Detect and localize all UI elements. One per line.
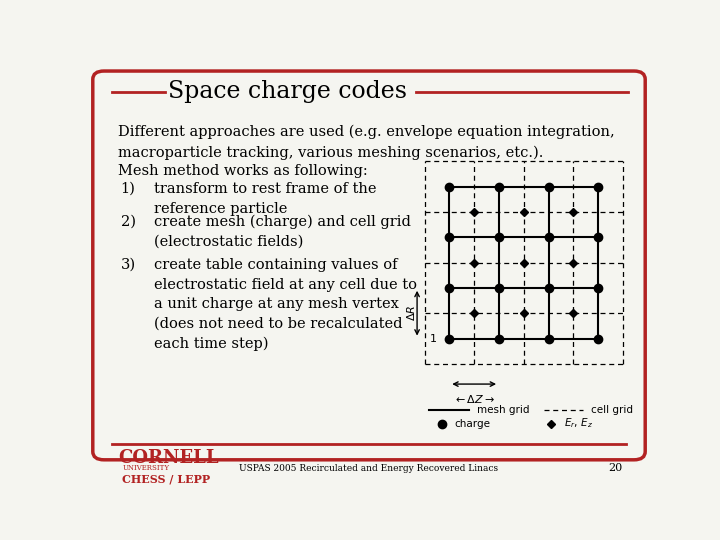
Text: $E_r,\, E_z$: $E_r,\, E_z$ [564, 417, 593, 430]
Text: $\leftarrow\Delta Z\rightarrow$: $\leftarrow\Delta Z\rightarrow$ [454, 393, 495, 405]
Text: Space charge codes: Space charge codes [168, 80, 407, 103]
Text: 1): 1) [121, 182, 135, 196]
FancyBboxPatch shape [93, 71, 645, 460]
Text: CHESS / LEPP: CHESS / LEPP [122, 473, 210, 484]
Text: create mesh (charge) and cell grid
(electrostatic fields): create mesh (charge) and cell grid (elec… [154, 214, 411, 248]
Text: cell grid: cell grid [591, 406, 633, 415]
Text: 1: 1 [430, 334, 437, 343]
Text: create table containing values of
electrostatic field at any cell due to
a unit : create table containing values of electr… [154, 258, 417, 351]
Text: USPAS 2005 Recirculated and Energy Recovered Linacs: USPAS 2005 Recirculated and Energy Recov… [240, 464, 498, 472]
Text: Different approaches are used (e.g. envelope equation integration,
macroparticle: Different approaches are used (e.g. enve… [118, 125, 615, 159]
Text: 2): 2) [121, 214, 135, 228]
Text: transform to rest frame of the
reference particle: transform to rest frame of the reference… [154, 182, 377, 215]
Text: UNIVERSITY: UNIVERSITY [122, 464, 169, 472]
Text: mesh grid: mesh grid [477, 406, 529, 415]
Text: $\Delta R$: $\Delta R$ [405, 305, 417, 321]
Text: CORNELL: CORNELL [118, 449, 219, 468]
Text: 20: 20 [608, 463, 623, 473]
Text: charge: charge [454, 418, 490, 429]
Text: Mesh method works as following:: Mesh method works as following: [118, 164, 368, 178]
Text: 3): 3) [121, 258, 136, 272]
